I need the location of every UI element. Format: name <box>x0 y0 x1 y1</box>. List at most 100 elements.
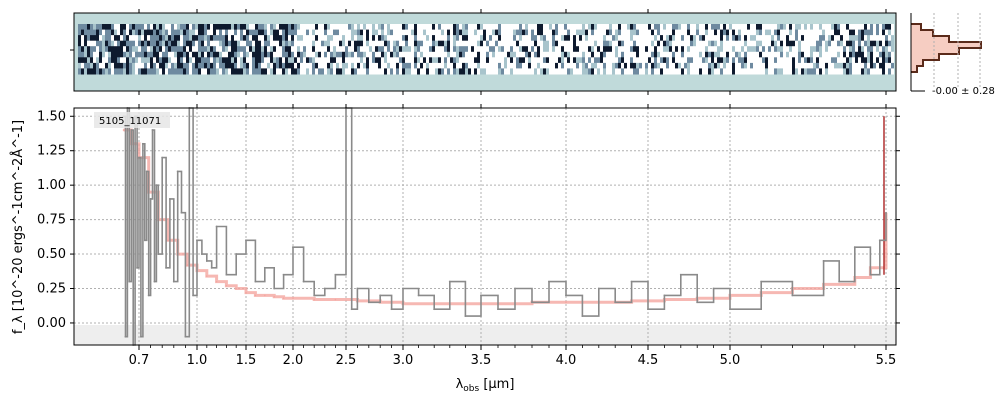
image-pixel <box>264 46 267 53</box>
image-pixel <box>834 40 837 47</box>
image-pixel <box>660 40 663 47</box>
image-pixel <box>417 35 420 42</box>
image-pixel <box>666 62 669 69</box>
image-pixel <box>333 51 336 58</box>
image-pixel <box>531 24 534 31</box>
image-pixel <box>192 51 195 58</box>
image-pixel <box>441 57 444 64</box>
image-pixel <box>552 51 555 58</box>
image-pixel <box>732 57 735 64</box>
image-pixel <box>474 57 477 64</box>
image-pixel <box>666 46 669 53</box>
observed-point <box>143 239 146 242</box>
observed-point <box>141 142 144 145</box>
image-pixel <box>798 68 801 75</box>
image-pixel <box>516 62 519 69</box>
observed-point <box>184 335 187 338</box>
observed-point <box>350 308 353 311</box>
image-pixel <box>735 29 738 36</box>
image-pixel <box>726 68 729 75</box>
image-pixel <box>291 51 294 58</box>
image-pixel <box>507 24 510 31</box>
image-pixel <box>627 62 630 69</box>
image-pixel <box>450 51 453 58</box>
y-tick-label-2: 0.50 <box>37 247 66 262</box>
image-pixel <box>633 35 636 42</box>
image-pixel <box>372 24 375 31</box>
image-pixel <box>834 29 837 36</box>
image-pixel <box>465 62 468 69</box>
image-pixel <box>306 46 309 53</box>
image-pixel <box>522 24 525 31</box>
image-pixel <box>522 46 525 53</box>
image-pixel <box>114 51 117 58</box>
image-pixel <box>858 46 861 53</box>
image-pixel <box>480 62 483 69</box>
image-pixel <box>753 35 756 42</box>
image-pixel <box>804 24 807 31</box>
image-pixel <box>297 29 300 36</box>
image-pixel <box>777 68 780 75</box>
image-pixel <box>216 68 219 75</box>
image-pixel <box>636 57 639 64</box>
image-pixel <box>171 29 174 36</box>
image-pixel <box>462 62 465 69</box>
image-pixel <box>189 62 192 69</box>
image-pixel <box>447 62 450 69</box>
image-pixel <box>786 40 789 47</box>
image-pixel <box>321 24 324 31</box>
image-pixel <box>108 29 111 36</box>
image-pixel <box>798 40 801 47</box>
image-pixel <box>198 51 201 58</box>
image-pixel <box>78 24 81 31</box>
image-pixel <box>441 62 444 69</box>
image-pixel <box>789 62 792 69</box>
image-pixel <box>876 62 879 69</box>
image-pixel <box>444 40 447 47</box>
image-pixel <box>246 57 249 64</box>
image-pixel <box>600 57 603 64</box>
image-pixel <box>255 57 258 64</box>
image-pixel <box>78 57 81 64</box>
image-pixel <box>780 68 783 75</box>
image-pixel <box>498 68 501 75</box>
image-pixel <box>753 57 756 64</box>
image-pixel <box>459 57 462 64</box>
image-pixel <box>576 51 579 58</box>
image-pixel <box>765 29 768 36</box>
image-pixel <box>684 29 687 36</box>
image-pixel <box>576 57 579 64</box>
image-pixel <box>285 35 288 42</box>
image-pixel <box>477 24 480 31</box>
image-pixel <box>486 46 489 53</box>
image-pixel <box>261 68 264 75</box>
image-pixel <box>327 57 330 64</box>
image-pixel <box>357 24 360 31</box>
image-pixel <box>837 29 840 36</box>
image-pixel <box>741 40 744 47</box>
image-pixel <box>372 40 375 47</box>
image-pixel <box>189 35 192 42</box>
image-pixel <box>138 35 141 42</box>
image-pixel <box>498 51 501 58</box>
image-pixel <box>747 46 750 53</box>
image-pixel <box>381 51 384 58</box>
image-pixel <box>804 68 807 75</box>
image-pixel <box>159 62 162 69</box>
image-pixel <box>420 46 423 53</box>
image-pixel <box>219 35 222 42</box>
image-pixel <box>384 57 387 64</box>
image-pixel <box>501 24 504 31</box>
image-pixel <box>186 24 189 31</box>
image-pixel <box>675 62 678 69</box>
image-pixel <box>102 35 105 42</box>
image-pixel <box>651 29 654 36</box>
image-pixel <box>339 51 342 58</box>
image-pixel <box>348 35 351 42</box>
image-pixel <box>366 51 369 58</box>
image-pixel <box>297 24 300 31</box>
image-pixel <box>558 68 561 75</box>
image-pixel <box>285 51 288 58</box>
image-pixel <box>150 40 153 47</box>
image-pixel <box>183 35 186 42</box>
